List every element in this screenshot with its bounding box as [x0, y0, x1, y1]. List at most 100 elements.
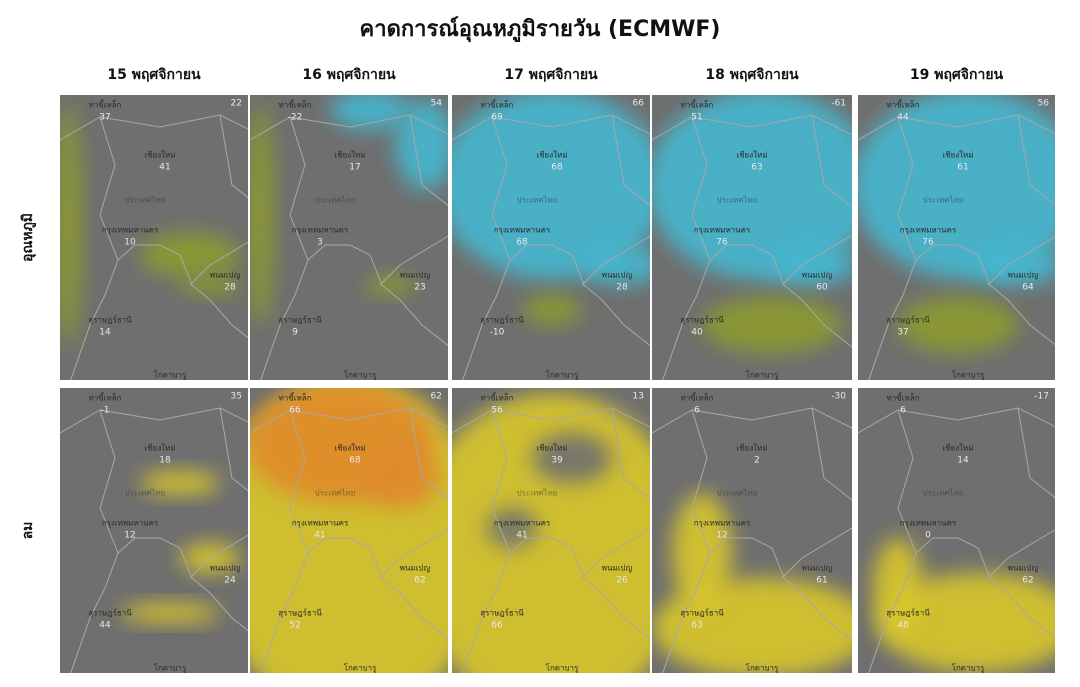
border-line [1017, 407, 1055, 499]
border-line [250, 114, 448, 141]
border-line [811, 407, 852, 501]
map-panel: 66 ท่าขี้เหล็ก 69 เชียงใหม่ 68 ประเทศไทยกรุงเ… [452, 95, 650, 380]
city-name: เชียงใหม่ [144, 151, 175, 160]
city-value: 2 [754, 456, 760, 466]
city-value: 40 [691, 328, 703, 338]
city-value: 68 [516, 238, 528, 248]
border-line [462, 537, 650, 673]
city-value: 60 [816, 283, 828, 293]
city-value: 9 [292, 328, 298, 338]
city-name: พนมเปญ [400, 564, 431, 573]
weather-field [858, 95, 1055, 280]
weather-field [532, 433, 612, 483]
city-value: 6 [694, 406, 700, 416]
weather-field [60, 105, 82, 345]
border-line [70, 244, 248, 380]
city-name: โกตาบารู [952, 370, 985, 381]
city-name: พนมเปญ [210, 271, 241, 280]
city-name: โกตาบารู [344, 663, 377, 674]
city-value: 44 [897, 113, 909, 123]
city-name: ประเทศไทย [315, 196, 356, 205]
city-value: 14 [957, 456, 969, 466]
city-name: ท่าขี้เหล็ก [481, 99, 514, 110]
city-value: 63 [691, 621, 702, 631]
column-header: 17 พฤศจิกายน [504, 67, 598, 83]
city-name: ท่าขี้เหล็ก [681, 99, 714, 110]
weather-field [360, 448, 440, 508]
border-line [491, 409, 511, 554]
city-value: 23 [414, 283, 425, 293]
city-value: 41 [314, 531, 325, 541]
city-name: พนมเปญ [210, 564, 241, 573]
border-line [662, 244, 852, 380]
city-name: กรุงเทพมหานคร [102, 226, 159, 235]
border-line [897, 116, 917, 261]
column-header: 18 พฤศจิกายน [705, 67, 799, 83]
city-value: 61 [816, 576, 827, 586]
border-line [581, 235, 650, 286]
border-line [987, 529, 1055, 579]
city-value: -10 [490, 328, 505, 338]
city-name: เชียงใหม่ [736, 444, 767, 453]
city-value: 24 [224, 576, 236, 586]
row-label: อุณหภูมิ [20, 213, 36, 262]
city-value: 28 [616, 283, 628, 293]
weather-field [120, 603, 220, 623]
map-panel: 62 ท่าขี้เหล็ก 66 เชียงใหม่ 68 ประเทศไทยกรุงเ… [250, 388, 448, 674]
city-value: 41 [516, 531, 527, 541]
city-value: 62 [414, 576, 425, 586]
border-line [452, 114, 650, 141]
border-line [379, 528, 448, 579]
border-line [611, 114, 650, 207]
border-line [1017, 114, 1055, 206]
border-line [99, 116, 119, 261]
border-line [462, 244, 650, 380]
border-line [379, 235, 448, 286]
city-name: ท่าขี้เหล็ก [887, 99, 920, 110]
city-name: สุราษฎร์ธานี [680, 608, 724, 618]
border-line [409, 407, 448, 500]
border-line [858, 114, 1055, 141]
city-name: โกตาบารู [154, 663, 187, 674]
city-name: ประเทศไทย [717, 489, 758, 498]
border-line [691, 409, 711, 554]
border-line [691, 116, 711, 261]
city-name: กรุงเทพมหานคร [494, 519, 551, 528]
title: คาดการณ์อุณหภูมิรายวัน (ECMWF) [360, 16, 721, 43]
corner-value: 22 [231, 99, 242, 109]
border-line [60, 407, 248, 434]
city-name: กรุงเทพมหานคร [694, 226, 751, 235]
weather-field [250, 105, 274, 325]
city-value: 39 [551, 456, 563, 466]
city-name: โกตาบารู [746, 663, 779, 674]
city-name: โกตาบารู [154, 370, 187, 381]
border-line [868, 244, 1055, 380]
border-line [611, 407, 650, 500]
city-name: ประเทศไทย [717, 196, 758, 205]
city-value: 62 [1022, 576, 1033, 586]
border-line [289, 116, 309, 261]
border-line [897, 409, 917, 554]
border-line [858, 407, 1055, 434]
weather-field [522, 295, 582, 325]
corner-value: -61 [831, 99, 846, 109]
weather-field [973, 245, 1055, 285]
city-value: 66 [491, 621, 503, 631]
city-value: 37 [99, 113, 110, 123]
city-name: ท่าขี้เหล็ก [89, 392, 122, 403]
row-label: ลม [20, 522, 36, 540]
city-name: พนมเปญ [602, 271, 633, 280]
city-name: ประเทศไทย [517, 196, 558, 205]
border-line [219, 114, 248, 199]
weather-field [898, 297, 1018, 353]
border-line [491, 116, 511, 261]
city-name: เชียงใหม่ [942, 151, 973, 160]
city-value: 6 [900, 406, 906, 416]
city-value: 37 [897, 328, 908, 338]
city-name: เชียงใหม่ [536, 444, 567, 453]
city-value: 3 [317, 238, 323, 248]
column-header: 19 พฤศจิกายน [910, 67, 1004, 83]
city-name: เชียงใหม่ [334, 444, 365, 453]
city-name: เชียงใหม่ [736, 151, 767, 160]
column-header: 16 พฤศจิกายน [302, 67, 396, 83]
